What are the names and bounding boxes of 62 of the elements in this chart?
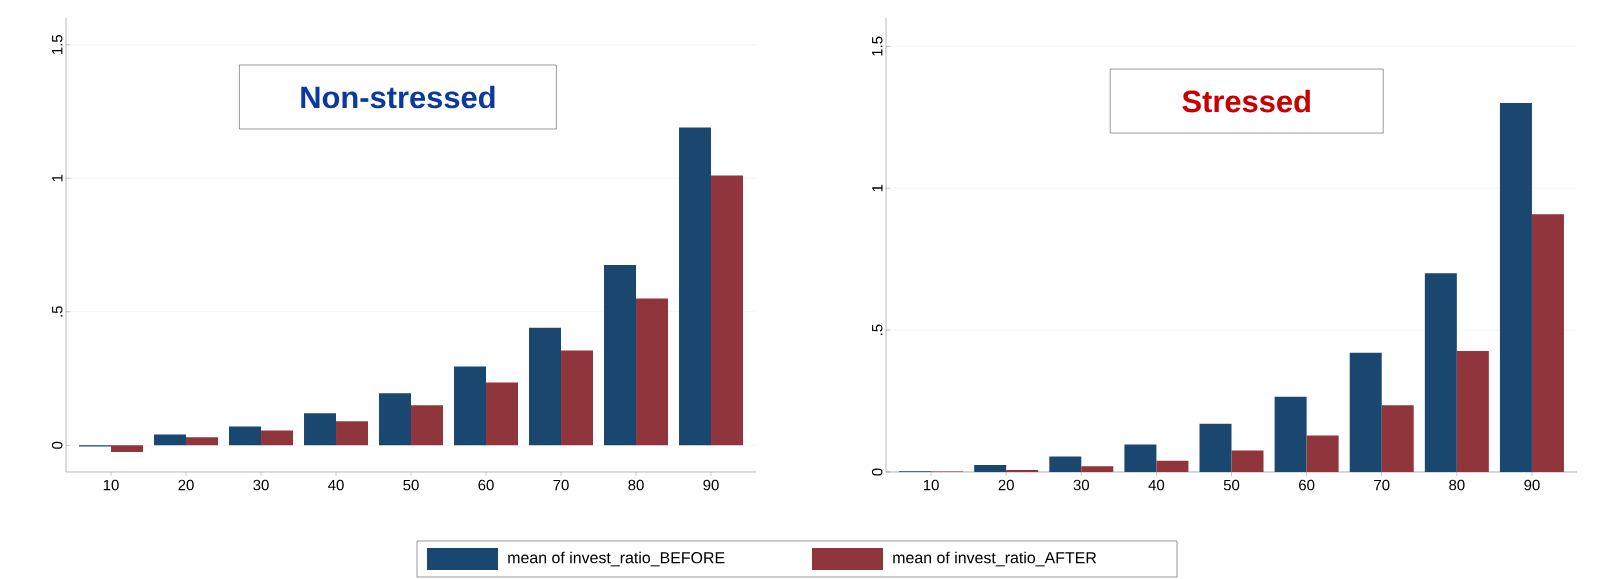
y-tick-label: .5 [52,306,63,317]
bar [154,434,187,446]
bar [1531,214,1564,472]
bar [561,350,594,446]
bar [229,426,262,446]
bar [1231,450,1264,472]
y-tick-label: 0 [51,441,63,449]
bar [186,437,219,446]
x-tick-label: 70 [1374,479,1390,491]
bar [336,421,369,446]
legend-label: mean of invest_ratio_AFTER [893,551,1097,567]
bar [1274,396,1307,472]
bar [111,445,144,452]
bar [304,413,337,446]
text: Non-stressed [301,85,495,109]
x-tick-label: 60 [1299,479,1315,491]
x-tick-label: 30 [1073,479,1090,491]
bar [411,405,444,446]
bar [1156,460,1189,472]
x-tick-label: 70 [553,479,569,491]
bar [529,327,562,446]
bar [679,127,712,446]
text: Stressed [1182,89,1310,113]
y-tick-label: 1.5 [52,34,63,54]
bar [711,175,744,446]
bar [486,382,519,446]
y-tick-label: .5 [872,324,883,335]
bar [454,366,487,446]
y-tick-label: 0 [871,468,883,476]
bar [974,464,1007,472]
x-tick-label: 20 [998,479,1014,491]
bar [1456,351,1489,472]
bar [604,265,637,446]
x-tick-label: 40 [1148,479,1165,491]
bar [1381,405,1414,472]
x-tick-label: 50 [1223,479,1240,491]
x-tick-label: 40 [328,479,344,491]
x-tick-label: 90 [703,479,719,491]
bar [1499,103,1532,472]
x-tick-label: 90 [1524,479,1540,491]
y-tick-label: 1.5 [872,36,883,56]
bar [1349,352,1382,472]
x-tick-label: 30 [253,479,269,491]
x-tick-label: 80 [628,479,644,491]
bar [1124,444,1157,472]
x-tick-label: 50 [403,479,419,491]
bar [1424,273,1457,472]
bar [1199,423,1232,472]
bar [261,430,294,446]
y-tick-label: 1 [872,184,883,192]
bar [379,393,412,446]
y-tick-label: 1 [52,174,63,182]
bar [1049,456,1082,472]
x-tick-label: 10 [103,479,119,491]
legend-label: mean of invest_ratio_BEFORE [508,551,725,567]
x-tick-label: 10 [923,479,939,491]
x-tick-label: 60 [478,479,494,491]
bar [636,298,669,446]
x-tick-label: 80 [1449,479,1465,491]
bar [1081,466,1114,472]
x-tick-label: 20 [178,479,194,491]
bar [1306,435,1339,472]
